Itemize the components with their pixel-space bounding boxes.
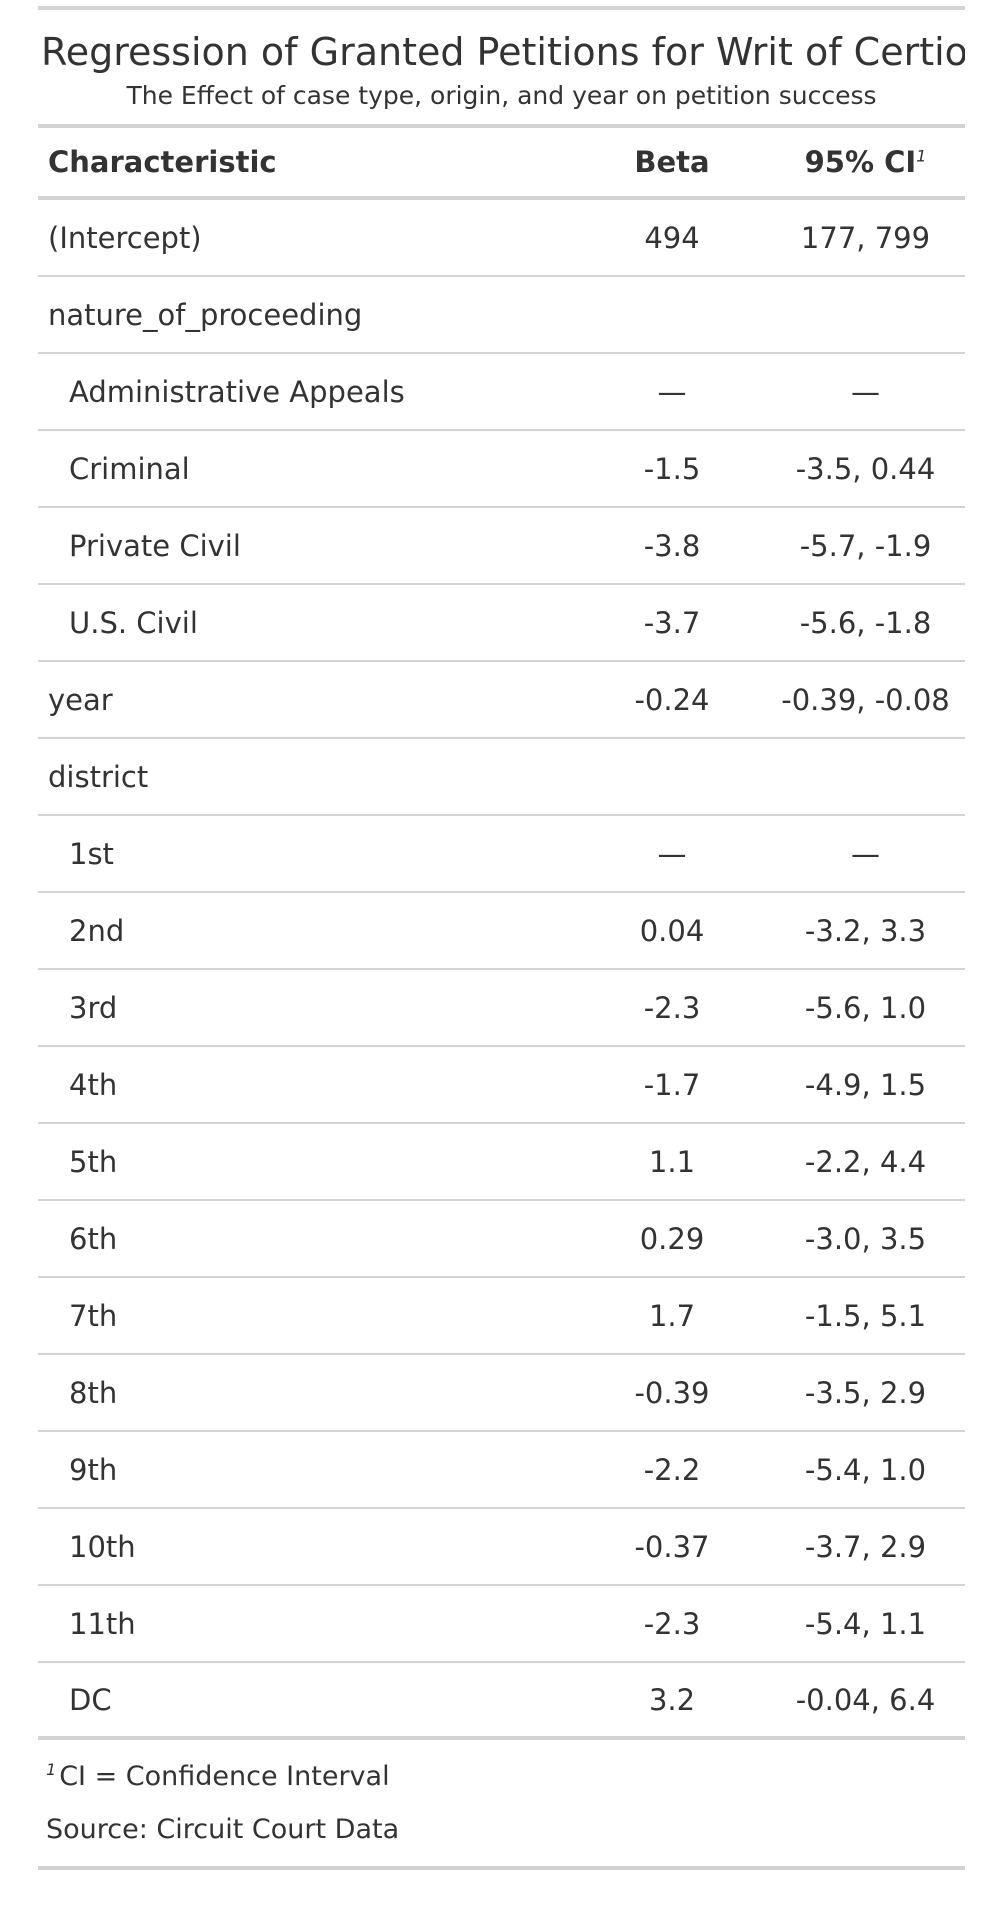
row-ci: -5.4, 1.1 [804,1606,927,1641]
row-beta: 1.7 [648,1298,696,1333]
row-beta: -0.37 [634,1529,710,1564]
row-ci: -5.6, 1.0 [804,990,927,1025]
row-ci: -5.7, -1.9 [799,528,932,563]
table-row: district [38,739,965,816]
top-rule [38,6,965,10]
row-beta: — [657,836,687,871]
table-subtitle: The Effect of case type, origin, and yea… [126,81,877,110]
table-row: Criminal -1.5 -3.5, 0.44 [38,431,965,508]
table-row: 6th 0.29 -3.0, 3.5 [38,1201,965,1278]
row-label: Criminal [69,451,190,486]
table-row: nature_of_proceeding [38,277,965,354]
column-header-beta-label: Beta [634,145,710,179]
column-header-ci: 95% CI1 [766,145,965,179]
row-beta: -2.2 [643,1452,701,1487]
row-label: district [48,759,149,794]
column-header-characteristic-label: Characteristic [48,145,277,179]
row-label: 7th [69,1298,118,1333]
column-header-row: Characteristic Beta 95% CI1 [38,128,965,200]
table-row: 8th -0.39 -3.5, 2.9 [38,1355,965,1432]
row-label: (Intercept) [48,220,202,255]
row-beta: 1.1 [648,1144,696,1179]
row-beta: 3.2 [648,1682,696,1717]
table-row: 11th -2.3 -5.4, 1.1 [38,1586,965,1663]
row-beta: -2.3 [643,1606,701,1641]
row-ci: -0.39, -0.08 [781,682,950,717]
table-footer: 1 CI = Confidence Interval Source: Circui… [38,1740,965,1870]
row-ci: -0.04, 6.4 [795,1682,936,1717]
row-ci: -3.5, 0.44 [795,451,936,486]
table-heading: Regression of Granted Petitions for Writ… [38,10,965,128]
row-label: U.S. Civil [69,605,198,640]
row-label: year [48,682,113,717]
table-row: Private Civil -3.8 -5.7, -1.9 [38,508,965,585]
table-row: DC 3.2 -0.04, 6.4 [38,1663,965,1740]
table-row: 4th -1.7 -4.9, 1.5 [38,1047,965,1124]
table-row: 5th 1.1 -2.2, 4.4 [38,1124,965,1201]
row-label: 5th [69,1144,118,1179]
table-row: Administrative Appeals — — [38,354,965,431]
table-row: year -0.24 -0.39, -0.08 [38,662,965,739]
row-ci: 177, 799 [800,220,931,255]
row-beta: — [657,374,687,409]
row-label: 2nd [69,913,125,948]
row-ci: -3.5, 2.9 [804,1375,927,1410]
row-label: 8th [69,1375,118,1410]
column-header-beta: Beta [578,145,766,179]
table-body: (Intercept) 494 177, 799 nature_of_proceedi… [38,200,965,1740]
footnote-marker: 1 [916,146,927,166]
source-note: Source: Circuit Court Data [46,1814,400,1845]
row-ci: -3.0, 3.5 [804,1221,927,1256]
row-label: 4th [69,1067,118,1102]
row-label: 9th [69,1452,118,1487]
regression-table: Regression of Granted Petitions for Writ… [38,6,965,1870]
row-label: DC [69,1682,112,1717]
row-label: 6th [69,1221,118,1256]
table-row: 2nd 0.04 -3.2, 3.3 [38,893,965,970]
row-beta: -1.5 [643,451,701,486]
row-ci: -4.9, 1.5 [804,1067,927,1102]
row-beta: 0.04 [639,913,705,948]
footnote-text: CI = Confidence Interval [59,1761,390,1792]
row-beta: -3.7 [643,605,701,640]
column-header-characteristic: Characteristic [38,145,578,179]
row-label: Administrative Appeals [69,374,405,409]
row-ci: -2.2, 4.4 [804,1144,927,1179]
row-beta: -2.3 [643,990,701,1025]
row-ci: -5.6, -1.8 [799,605,932,640]
row-label: 10th [69,1529,136,1564]
row-ci: — [851,374,880,409]
row-ci: -3.2, 3.3 [804,913,927,948]
row-ci: -1.5, 5.1 [804,1298,927,1333]
footnote-mark: 1 [46,1760,57,1779]
row-beta: -0.24 [634,682,710,717]
column-header-ci-label: 95% CI [804,145,917,179]
table-row: 9th -2.2 -5.4, 1.0 [38,1432,965,1509]
row-ci: -3.7, 2.9 [804,1529,927,1564]
table-row: U.S. Civil -3.7 -5.6, -1.8 [38,585,965,662]
row-label: nature_of_proceeding [48,297,363,332]
row-label: 11th [69,1606,136,1641]
row-label: 3rd [69,990,118,1025]
row-beta: -3.8 [643,528,701,563]
row-ci: -5.4, 1.0 [804,1452,927,1487]
table-row: 7th 1.7 -1.5, 5.1 [38,1278,965,1355]
row-beta: -0.39 [634,1375,710,1410]
footnote: 1 CI = Confidence Interval [46,1752,965,1802]
row-label: Private Civil [69,528,241,563]
table-row: 3rd -2.3 -5.6, 1.0 [38,970,965,1047]
table-row: 1st — — [38,816,965,893]
row-label: 1st [69,836,114,871]
table-title: Regression of Granted Petitions for Writ… [41,30,965,74]
row-beta: -1.7 [643,1067,701,1102]
row-ci: — [851,836,880,871]
table-row: 10th -0.37 -3.7, 2.9 [38,1509,965,1586]
table-row: (Intercept) 494 177, 799 [38,200,965,277]
row-beta: 494 [644,220,700,255]
row-beta: 0.29 [639,1221,705,1256]
